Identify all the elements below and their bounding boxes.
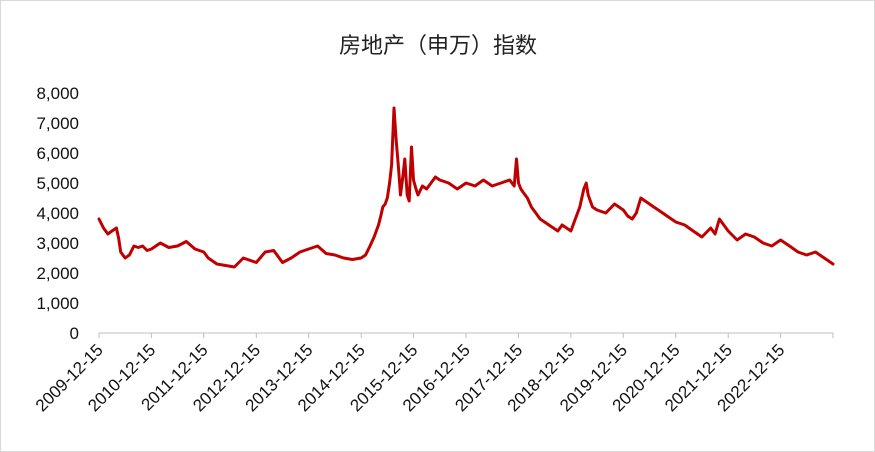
y-tick-label: 4,000 [36, 204, 79, 223]
y-tick-label: 7,000 [36, 114, 79, 133]
y-tick-label: 3,000 [36, 234, 79, 253]
series-line [97, 106, 835, 269]
series-layer [97, 106, 835, 269]
x-axis-tick-labels: 2009-12-152010-12-152011-12-152012-12-15… [32, 340, 789, 415]
y-tick-label: 5,000 [36, 174, 79, 193]
chart-title: 房地产（申万）指数 [339, 34, 537, 59]
y-tick-label: 0 [70, 324, 79, 343]
y-tick-label: 2,000 [36, 264, 79, 283]
x-axis [98, 332, 834, 338]
y-tick-label: 8,000 [36, 84, 79, 103]
y-axis-tick-labels: 0 1,000 2,000 3,000 4,000 5,000 6,000 7,000 8,00… [36, 84, 79, 343]
y-tick-label: 6,000 [36, 144, 79, 163]
y-tick-label: 1,000 [36, 294, 79, 313]
